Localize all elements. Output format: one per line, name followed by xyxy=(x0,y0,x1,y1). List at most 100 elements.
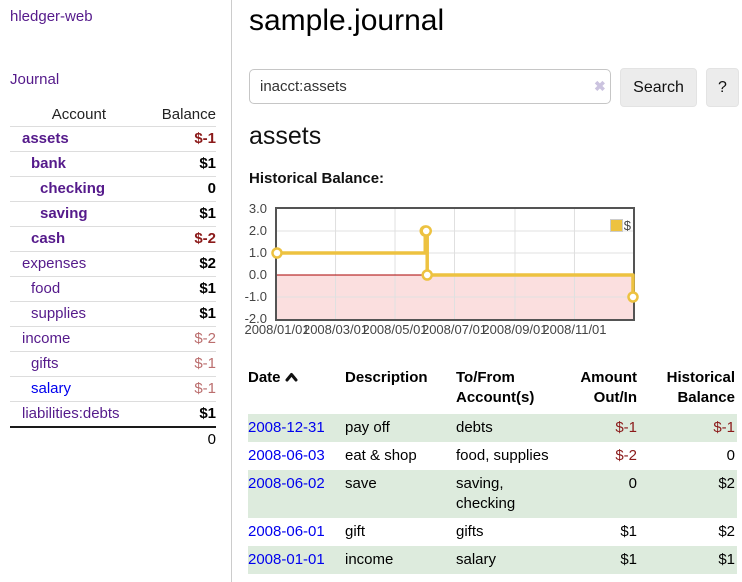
account-balance-cash: $-2 xyxy=(194,230,216,247)
y-tick-label: 0.0 xyxy=(248,267,267,282)
column-header-amount[interactable]: Amount Out/In xyxy=(580,369,637,406)
transaction-row[interactable]: 2008-06-02 save saving, checking 0 $2 xyxy=(248,470,737,518)
y-tick-label: -1.0 xyxy=(244,289,267,304)
account-balance-checking: 0 xyxy=(207,180,216,197)
transaction-amount: $1 xyxy=(620,551,637,568)
transaction-row[interactable]: 2008-01-01 income salary $1 $1 xyxy=(248,546,737,574)
account-link-cash[interactable]: cash xyxy=(31,230,66,247)
transaction-description: pay off xyxy=(345,419,390,436)
transaction-accounts: debts xyxy=(456,419,493,436)
x-tick-label: 2008/05/01 xyxy=(362,322,428,337)
x-tick-label: 2008/01/01 xyxy=(244,322,310,337)
transaction-date-link[interactable]: 2008-01-01 xyxy=(248,551,325,568)
column-header-description[interactable]: Description xyxy=(345,369,428,386)
account-row-salary: salary $-1 xyxy=(10,376,216,402)
account-balance-bank: $1 xyxy=(199,155,216,172)
legend-label: $ xyxy=(623,218,631,233)
x-tick-label: 2008/03/01 xyxy=(302,322,369,337)
account-row-liabilities-debts: liabilities:debts $1 xyxy=(10,401,216,428)
transaction-balance: $-1 xyxy=(713,419,735,436)
column-header-accounts[interactable]: To/From Account(s) xyxy=(456,369,535,406)
chart-canvas xyxy=(271,209,639,319)
account-link-saving[interactable]: saving xyxy=(40,205,88,222)
transaction-description: income xyxy=(345,551,394,568)
transactions-table: Date Description To/From Account(s) Amou… xyxy=(248,364,737,574)
transaction-date-link[interactable]: 2008-06-02 xyxy=(248,475,325,492)
chart-title: Historical Balance: xyxy=(249,170,385,187)
transaction-accounts: salary xyxy=(456,551,497,568)
transaction-amount: 0 xyxy=(628,475,637,492)
transaction-date-link[interactable]: 2008-06-01 xyxy=(248,523,325,540)
account-link-liabilities-debts[interactable]: liabilities:debts xyxy=(22,405,120,422)
account-row-saving: saving $1 xyxy=(10,201,216,227)
account-link-checking[interactable]: checking xyxy=(40,180,106,197)
account-balance-saving: $1 xyxy=(199,205,216,222)
account-balance-liabilities-debts: $1 xyxy=(199,405,216,422)
y-tick-label: 2.0 xyxy=(248,223,267,238)
account-row-food: food $1 xyxy=(10,276,216,302)
account-heading: assets xyxy=(249,122,322,150)
transaction-date-link[interactable]: 2008-12-31 xyxy=(248,419,325,436)
sidebar-item-journal[interactable]: Journal xyxy=(10,71,60,88)
transaction-row[interactable]: 2008-06-01 gift gifts $1 $2 xyxy=(248,518,737,546)
accounts-header-balance: Balance xyxy=(161,106,216,123)
x-tick-label: 2008/09/01 xyxy=(482,322,548,337)
account-row-checking: checking 0 xyxy=(10,176,216,202)
account-link-assets[interactable]: assets xyxy=(22,130,69,147)
accounts-header-account: Account xyxy=(51,106,106,123)
search-input[interactable] xyxy=(249,69,611,104)
account-row-supplies: supplies $1 xyxy=(10,301,216,327)
transactions-header-row: Date Description To/From Account(s) Amou… xyxy=(248,364,737,414)
transaction-description: eat & shop xyxy=(345,447,417,464)
transaction-balance: $1 xyxy=(718,551,735,568)
accounts-table: Account Balance assets $-1 bank $1 check… xyxy=(10,103,216,452)
x-tick-label: 2008/07/01 xyxy=(421,322,488,337)
transaction-amount: $1 xyxy=(620,523,637,540)
transaction-accounts: saving, checking xyxy=(456,475,516,512)
legend-swatch-icon xyxy=(609,219,623,232)
account-balance-gifts: $-1 xyxy=(194,355,216,372)
help-button[interactable]: ? xyxy=(706,68,739,107)
transaction-row[interactable]: 2008-06-03 eat & shop food, supplies $-2… xyxy=(248,442,737,470)
account-balance-food: $1 xyxy=(199,280,216,297)
account-row-bank: bank $1 xyxy=(10,151,216,177)
y-tick-label: 3.0 xyxy=(248,201,267,216)
account-balance-supplies: $1 xyxy=(199,305,216,322)
app-title-link[interactable]: hledger-web xyxy=(10,8,93,25)
x-tick-label: 2008/11/01 xyxy=(542,322,607,337)
account-link-expenses[interactable]: expenses xyxy=(22,255,87,272)
account-link-income[interactable]: income xyxy=(22,330,71,347)
account-row-expenses: expenses $2 xyxy=(10,251,216,277)
transaction-amount: $-2 xyxy=(615,447,637,464)
transaction-row[interactable]: 2008-12-31 pay off debts $-1 $-1 xyxy=(248,414,737,442)
account-row-gifts: gifts $-1 xyxy=(10,351,216,377)
transaction-date-link[interactable]: 2008-06-03 xyxy=(248,447,325,464)
accounts-total-row: 0 xyxy=(10,427,216,452)
account-balance-salary: $-1 xyxy=(194,380,216,397)
account-row-income: income $-2 xyxy=(10,326,216,352)
accounts-header-row: Account Balance xyxy=(10,103,216,127)
account-link-supplies[interactable]: supplies xyxy=(31,305,87,322)
search-button[interactable]: Search xyxy=(620,68,697,107)
account-row-cash: cash $-2 xyxy=(10,226,216,252)
account-link-bank[interactable]: bank xyxy=(31,155,67,172)
main-content: sample.journal ✖ Search ? assets Histori… xyxy=(232,0,742,582)
clear-search-icon[interactable]: ✖ xyxy=(594,78,606,94)
account-link-salary[interactable]: salary xyxy=(31,380,72,397)
transaction-balance: $2 xyxy=(718,523,735,540)
chart-plot: $ xyxy=(271,207,639,321)
transaction-amount: $-1 xyxy=(615,419,637,436)
transaction-balance: $2 xyxy=(718,475,735,492)
account-link-gifts[interactable]: gifts xyxy=(31,355,59,372)
chart-y-axis: 3.0 2.0 1.0 0.0 -1.0 -2.0 xyxy=(232,201,272,326)
transaction-description: save xyxy=(345,475,377,492)
column-header-date[interactable]: Date xyxy=(248,364,345,414)
column-header-balance[interactable]: Historical Balance xyxy=(666,369,735,406)
chart-legend: $ xyxy=(609,218,631,233)
transaction-description: gift xyxy=(345,523,366,540)
account-link-food[interactable]: food xyxy=(31,280,61,297)
transaction-accounts: gifts xyxy=(456,523,484,540)
account-balance-expenses: $2 xyxy=(199,255,216,272)
y-tick-label: -2.0 xyxy=(244,311,267,326)
